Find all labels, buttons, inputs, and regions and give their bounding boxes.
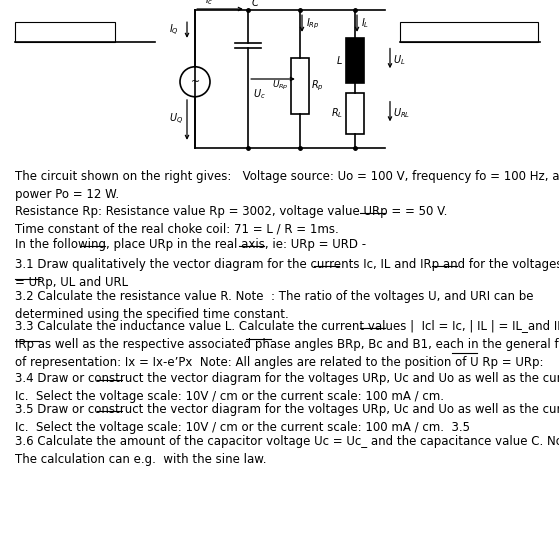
Text: 3.1 Draw qualitatively the vector diagram for the currents Ic, IL and IRp and fo: 3.1 Draw qualitatively the vector diagra… bbox=[15, 258, 559, 289]
Text: Time constant of the real choke coil: 71 = L / R = 1ms.: Time constant of the real choke coil: 71… bbox=[15, 222, 339, 235]
Text: 3.3 Calculate the inductance value L. Calculate the current values |  Icl = Ic, : 3.3 Calculate the inductance value L. Ca… bbox=[15, 320, 559, 369]
Text: ~: ~ bbox=[191, 77, 200, 87]
Text: $U_Q$: $U_Q$ bbox=[169, 112, 183, 127]
Text: $R_L$: $R_L$ bbox=[331, 106, 343, 120]
Text: $L$: $L$ bbox=[336, 55, 343, 66]
Text: 3.4 Draw or construct the vector diagram for the voltages URp, Uc and Uo as well: 3.4 Draw or construct the vector diagram… bbox=[15, 372, 559, 403]
Text: $R_p$: $R_p$ bbox=[311, 79, 324, 93]
Text: Resistance Rp: Resistance value Rp = 3002, voltage value URp = = 50 V.: Resistance Rp: Resistance value Rp = 300… bbox=[15, 205, 447, 218]
Text: $U_{RL}$: $U_{RL}$ bbox=[393, 106, 410, 120]
Text: 3.6 Calculate the amount of the capacitor voltage Uc = Uc_ and the capacitance v: 3.6 Calculate the amount of the capacito… bbox=[15, 435, 559, 466]
Text: $I_{Rp}$: $I_{Rp}$ bbox=[306, 16, 320, 31]
Bar bbox=[291, 58, 309, 113]
Text: The circuit shown on the right gives:   Voltage source: Uo = 100 V, frequency fo: The circuit shown on the right gives: Vo… bbox=[15, 170, 559, 201]
Text: $U_c$: $U_c$ bbox=[253, 87, 266, 101]
Text: $U_{Rp}$: $U_{Rp}$ bbox=[272, 79, 289, 92]
Text: In the following, place URp in the real axis, ie: URp = URD -: In the following, place URp in the real … bbox=[15, 238, 366, 251]
Text: 3.5 Draw or construct the vector diagram for the voltages URp, Uc and Uo as well: 3.5 Draw or construct the vector diagram… bbox=[15, 403, 559, 434]
Bar bbox=[346, 93, 364, 134]
Text: 3.2 Calculate the resistance value R. Note  : The ratio of the voltages U, and U: 3.2 Calculate the resistance value R. No… bbox=[15, 290, 533, 321]
Text: $I_L$: $I_L$ bbox=[361, 17, 369, 30]
Bar bbox=[346, 38, 364, 83]
Bar bbox=[400, 22, 538, 42]
Text: $I_c$: $I_c$ bbox=[205, 0, 213, 7]
Text: $C$: $C$ bbox=[251, 0, 260, 8]
Text: $I_Q$: $I_Q$ bbox=[169, 23, 179, 38]
Text: $U_L$: $U_L$ bbox=[393, 53, 405, 68]
Bar bbox=[15, 22, 115, 42]
